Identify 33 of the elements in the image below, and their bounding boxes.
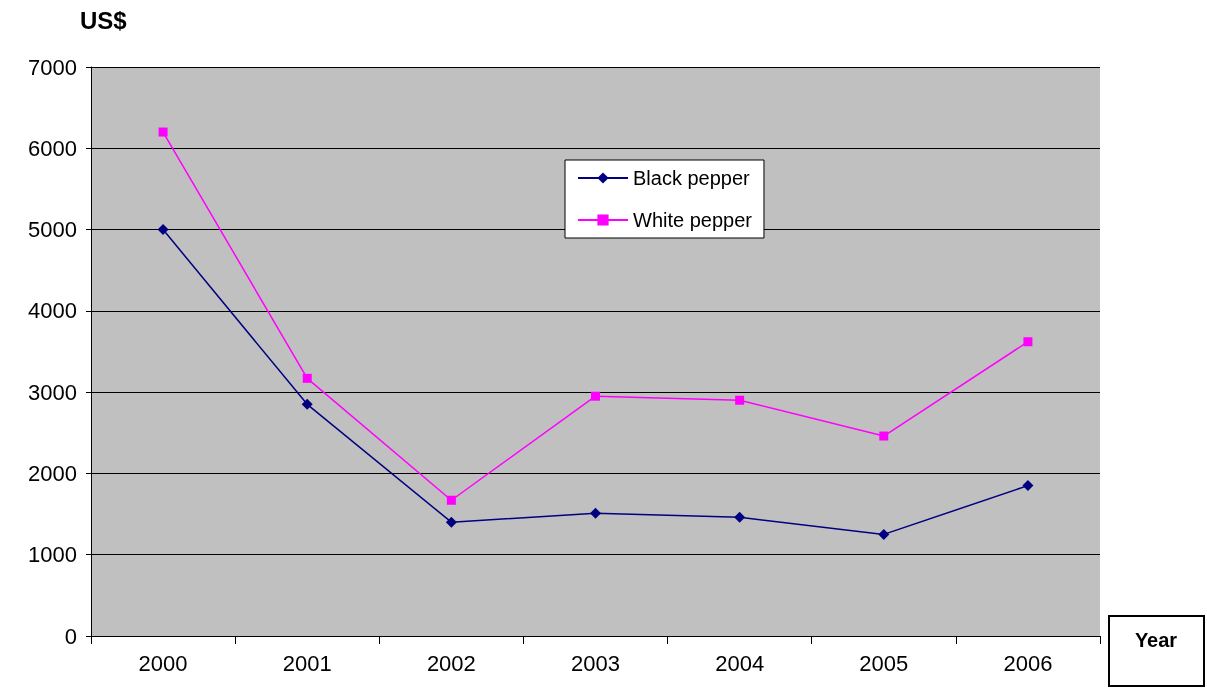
point [878, 528, 890, 540]
legend-label: White pepper [633, 209, 753, 231]
y-tick-label: 7000 [28, 54, 77, 80]
y-axis-title: US$ [80, 6, 128, 34]
legend-label: Black pepper [633, 167, 751, 189]
point [590, 507, 601, 519]
point [158, 127, 168, 137]
x-tick-label: 2005 [859, 650, 909, 676]
x-tick-label: 2003 [571, 650, 620, 676]
x-tick-label: 2000 [138, 650, 188, 676]
x-tick-label: 2001 [282, 650, 332, 676]
point [445, 516, 457, 528]
y-tick-label: 5000 [28, 217, 77, 243]
y-tick-label: 6000 [28, 135, 77, 161]
point [591, 391, 600, 401]
y-tick-label: 0 [64, 623, 77, 649]
point [1023, 337, 1033, 347]
point [734, 511, 746, 523]
y-tick-label: 1000 [28, 542, 77, 568]
point [301, 398, 313, 410]
point [879, 431, 889, 441]
point [446, 495, 456, 505]
y-tick-label: 4000 [28, 298, 77, 324]
x-tick-label: 2004 [715, 650, 765, 676]
point [1022, 480, 1034, 492]
point [157, 224, 169, 236]
y-tick-label: 2000 [28, 460, 77, 486]
y-tick-label: 3000 [28, 379, 77, 405]
point [302, 373, 312, 383]
x-tick-label: 2006 [1003, 650, 1053, 676]
x-tick-label: 2002 [426, 650, 476, 676]
point [735, 395, 745, 405]
x-axis-title: Year [1134, 629, 1178, 651]
